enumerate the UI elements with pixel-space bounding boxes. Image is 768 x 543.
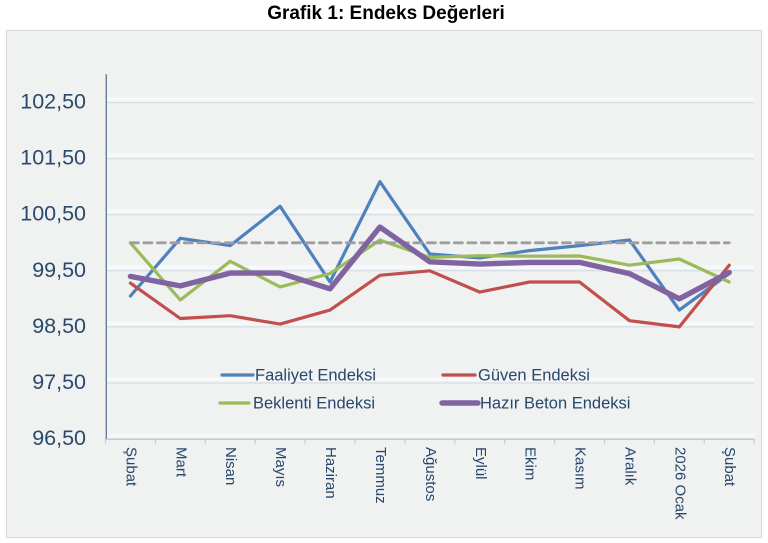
svg-text:100,50: 100,50 (20, 202, 86, 226)
svg-text:Faaliyet Endeksi: Faaliyet Endeksi (255, 367, 376, 385)
svg-text:2026 Ocak: 2026 Ocak (671, 447, 688, 520)
svg-text:Kasım: Kasım (572, 447, 589, 490)
svg-text:Nisan: Nisan (222, 447, 239, 485)
svg-text:Haziran: Haziran (322, 447, 339, 499)
svg-text:Güven Endeksi: Güven Endeksi (478, 367, 590, 385)
svg-text:Temmuz: Temmuz (372, 447, 389, 504)
svg-text:Eylül: Eylül (472, 447, 489, 480)
svg-text:97,50: 97,50 (32, 370, 86, 394)
svg-text:99,50: 99,50 (32, 258, 86, 282)
svg-text:Ekim: Ekim (522, 447, 539, 480)
svg-text:Mayıs: Mayıs (272, 447, 289, 487)
svg-text:96,50: 96,50 (32, 426, 86, 450)
svg-text:101,50: 101,50 (20, 146, 86, 170)
svg-text:Şubat: Şubat (721, 447, 738, 487)
svg-text:102,50: 102,50 (20, 89, 86, 113)
svg-text:Ağustos: Ağustos (422, 447, 439, 501)
svg-text:Mart: Mart (172, 447, 189, 478)
svg-text:Şubat: Şubat (122, 447, 139, 487)
svg-text:98,50: 98,50 (32, 314, 86, 338)
svg-text:Beklenti Endeksi: Beklenti Endeksi (253, 395, 375, 413)
svg-text:Aralık: Aralık (622, 447, 639, 486)
svg-text:Hazır Beton Endeksi: Hazır Beton Endeksi (480, 395, 630, 413)
